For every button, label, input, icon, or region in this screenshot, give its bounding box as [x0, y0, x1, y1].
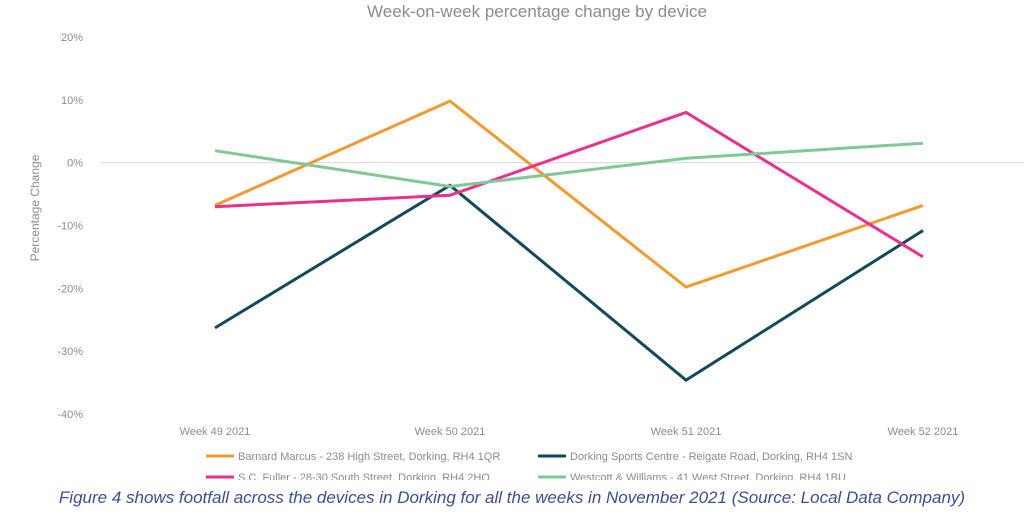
series-line-3	[214, 141, 924, 189]
x-axis-ticks: Week 49 2021 Week 50 2021 Week 51 2021 Week…	[180, 426, 959, 438]
y-tick-label: -10%	[57, 221, 83, 233]
series-lines	[214, 99, 924, 382]
legend-label: Barnard Marcus - 238 High Street, Dorkin…	[238, 451, 500, 463]
x-tick-label: Week 51 2021	[651, 426, 722, 438]
y-tick-label: 0%	[67, 158, 83, 170]
series-line-1	[214, 183, 924, 382]
y-axis-ticks: 20% 10% 0% -10% -20% -30% -40%	[57, 32, 83, 421]
legend: Barnard Marcus - 238 High Street, Dorkin…	[206, 451, 853, 480]
line-chart: Week-on-week percentage change by device…	[28, 2, 1024, 480]
x-tick-label: Week 50 2021	[415, 426, 486, 438]
y-tick-label: 10%	[61, 95, 83, 107]
y-tick-label: -30%	[57, 346, 83, 358]
chart-title: Week-on-week percentage change by device	[367, 2, 707, 21]
x-tick-label: Week 49 2021	[180, 426, 251, 438]
x-tick-label: Week 52 2021	[888, 426, 959, 438]
series-line-2	[214, 110, 924, 259]
legend-label: Dorking Sports Centre - Reigate Road, Do…	[570, 451, 853, 463]
y-axis-title: Percentage Change	[28, 154, 42, 261]
series-line-0	[214, 99, 924, 289]
y-tick-label: -20%	[57, 283, 83, 295]
legend-label: Westcott & Williams - 41 West Street, Do…	[570, 472, 846, 480]
y-tick-label: 20%	[61, 32, 83, 44]
legend-label: S.C. Fuller - 28-30 South Street, Dorkin…	[238, 472, 490, 480]
y-tick-label: -40%	[57, 409, 83, 421]
figure-caption: Figure 4 shows footfall across the devic…	[58, 488, 966, 507]
